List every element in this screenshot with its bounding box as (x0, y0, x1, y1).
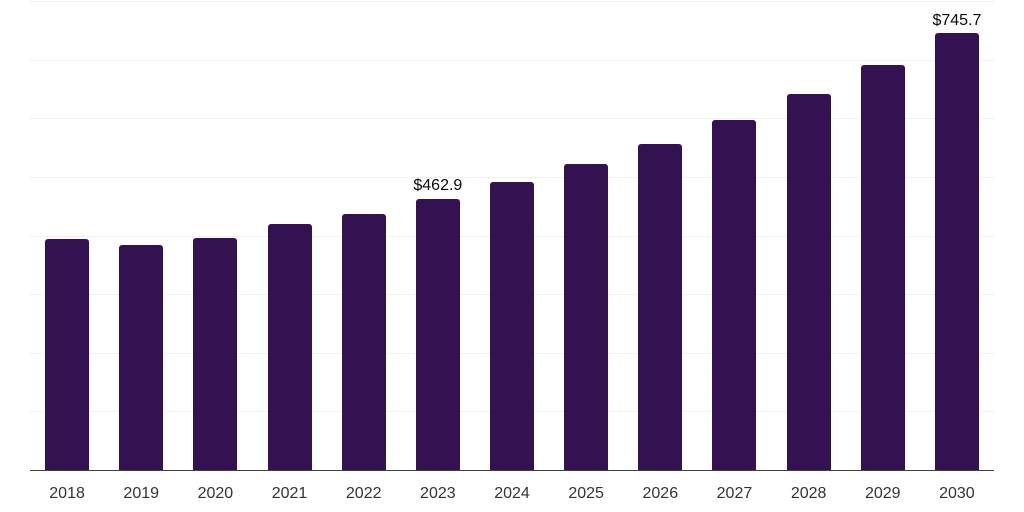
bar-2026 (638, 143, 683, 470)
bar-2022 (341, 214, 386, 470)
x-axis-label-2022: 2022 (345, 485, 382, 502)
x-axis-label-2021: 2021 (271, 485, 308, 502)
x-axis-label-2018: 2018 (49, 485, 85, 502)
gridline-y700 (30, 59, 994, 61)
value-label-2030: $745.7 (932, 11, 982, 29)
x-axis-label-2026: 2026 (642, 485, 679, 502)
x-axis-label-2027: 2027 (716, 485, 753, 502)
bar-2030 (934, 32, 979, 470)
bar-2020 (193, 238, 238, 470)
bar-2024 (490, 181, 534, 470)
x-axis-line (30, 469, 994, 472)
x-axis-label-2023: 2023 (420, 485, 456, 502)
x-axis-label-2019: 2019 (123, 485, 160, 502)
x-axis-label-2024: 2024 (494, 485, 530, 502)
gridline-y800 (30, 1, 994, 2)
bar-2029 (860, 65, 905, 470)
bar-2028 (786, 94, 831, 470)
x-axis-label-2030: 2030 (939, 485, 975, 502)
bar-2018 (45, 239, 90, 470)
x-axis-label-2029: 2029 (864, 485, 901, 502)
bar-2019 (119, 244, 164, 470)
bar-2027 (712, 120, 757, 470)
x-axis-label-2025: 2025 (568, 485, 604, 502)
x-axis-label-2020: 2020 (197, 485, 234, 502)
bar-2021 (267, 224, 312, 470)
value-label-2023: $462.9 (413, 177, 463, 195)
x-axis-label-2028: 2028 (790, 485, 827, 502)
bar-2023 (415, 198, 460, 470)
gridline-y600 (30, 118, 994, 120)
bar-2025 (564, 163, 609, 470)
gridline-y500 (30, 176, 994, 178)
